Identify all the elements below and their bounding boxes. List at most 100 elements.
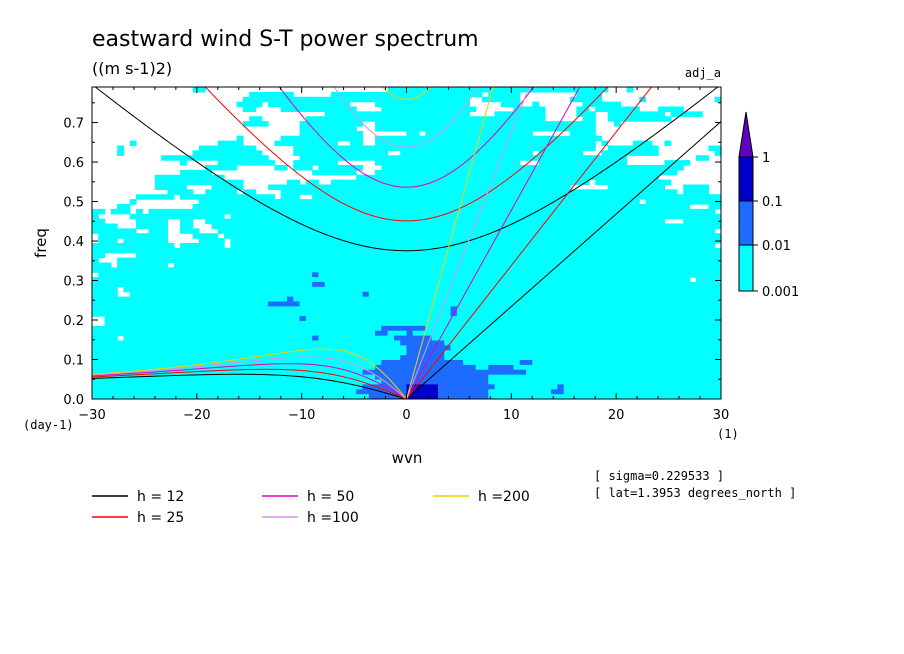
power-cell — [286, 277, 294, 283]
power-cell — [544, 345, 552, 351]
power-cell — [570, 160, 577, 166]
power-cell — [381, 96, 389, 103]
power-cell — [532, 145, 540, 151]
power-cell — [180, 208, 187, 215]
power-cell — [375, 174, 382, 181]
power-cell — [645, 247, 653, 254]
power-cell — [205, 296, 213, 303]
power-cell — [645, 189, 653, 195]
power-cell — [538, 296, 546, 303]
power-cell — [236, 150, 244, 156]
power-cell — [563, 325, 571, 332]
power-cell — [500, 130, 508, 137]
power-cell — [318, 296, 326, 303]
power-cell — [136, 194, 143, 200]
power-cell — [456, 223, 464, 229]
power-cell — [507, 262, 515, 268]
power-cell — [104, 291, 112, 298]
power-cell — [437, 316, 445, 322]
power-cell — [205, 335, 213, 342]
power-cell — [368, 272, 376, 278]
power-cell — [356, 291, 364, 298]
power-cell — [607, 174, 615, 181]
power-cell — [104, 277, 112, 283]
power-cell — [343, 194, 351, 200]
power-cell — [632, 184, 640, 190]
power-cell — [526, 325, 533, 332]
power-cell — [582, 91, 590, 98]
power-cell — [645, 174, 653, 181]
power-cell — [507, 321, 515, 327]
power-cell — [639, 208, 647, 215]
power-cell — [154, 301, 162, 307]
power-cell — [639, 369, 647, 376]
power-cell — [500, 174, 508, 181]
power-cell — [406, 150, 414, 156]
power-cell — [205, 189, 213, 195]
power-cell — [456, 243, 464, 249]
power-cell — [676, 364, 684, 371]
power-cell — [205, 179, 213, 186]
power-cell — [576, 155, 584, 161]
power-cell — [312, 145, 320, 151]
power-cell — [387, 340, 395, 346]
power-cell — [588, 169, 596, 176]
power-cell — [242, 238, 250, 244]
power-cell — [280, 321, 288, 327]
power-cell — [645, 306, 653, 312]
power-cell — [614, 325, 621, 332]
power-cell — [211, 316, 219, 322]
power-cell — [676, 165, 684, 171]
power-cell — [343, 369, 351, 376]
power-cell — [337, 228, 345, 234]
power-cell — [475, 179, 483, 186]
power-cell — [343, 233, 351, 239]
power-cell — [702, 282, 710, 288]
power-cell — [431, 325, 439, 332]
power-cell — [362, 223, 370, 229]
power-cell — [463, 247, 470, 254]
power-cell — [425, 345, 433, 351]
power-cell — [375, 121, 382, 127]
power-cell — [393, 116, 401, 122]
power-cell — [356, 130, 364, 137]
power-cell — [614, 228, 621, 234]
power-cell — [349, 213, 357, 220]
power-cell — [387, 218, 395, 225]
power-cell — [324, 282, 332, 288]
power-cell — [639, 330, 647, 337]
power-cell — [142, 247, 150, 254]
power-cell — [538, 252, 546, 259]
power-cell — [104, 360, 112, 366]
power-cell — [532, 257, 540, 264]
power-cell — [393, 301, 401, 307]
power-cell — [161, 321, 169, 327]
power-cell — [444, 126, 452, 132]
power-cell — [551, 345, 559, 351]
power-cell — [161, 243, 169, 249]
power-cell — [582, 350, 590, 356]
power-cell — [544, 208, 552, 215]
power-cell — [664, 116, 672, 122]
power-cell — [519, 306, 527, 312]
power-cell — [469, 169, 477, 176]
power-cell — [620, 252, 628, 259]
power-cell — [494, 233, 502, 239]
power-cell — [444, 252, 452, 259]
power-cell — [626, 325, 634, 332]
power-cell — [293, 355, 301, 361]
power-cell — [437, 169, 445, 176]
power-cell — [98, 252, 106, 259]
power-cell — [368, 306, 376, 312]
power-cell — [419, 150, 426, 156]
power-cell — [494, 87, 502, 93]
power-cell — [362, 204, 370, 210]
power-cell — [519, 369, 527, 376]
power-cell — [337, 155, 345, 161]
power-cell — [551, 121, 559, 127]
power-cell — [526, 364, 533, 371]
power-cell — [431, 321, 439, 327]
power-cell — [236, 321, 244, 327]
power-cell — [255, 272, 263, 278]
power-cell — [513, 111, 521, 117]
